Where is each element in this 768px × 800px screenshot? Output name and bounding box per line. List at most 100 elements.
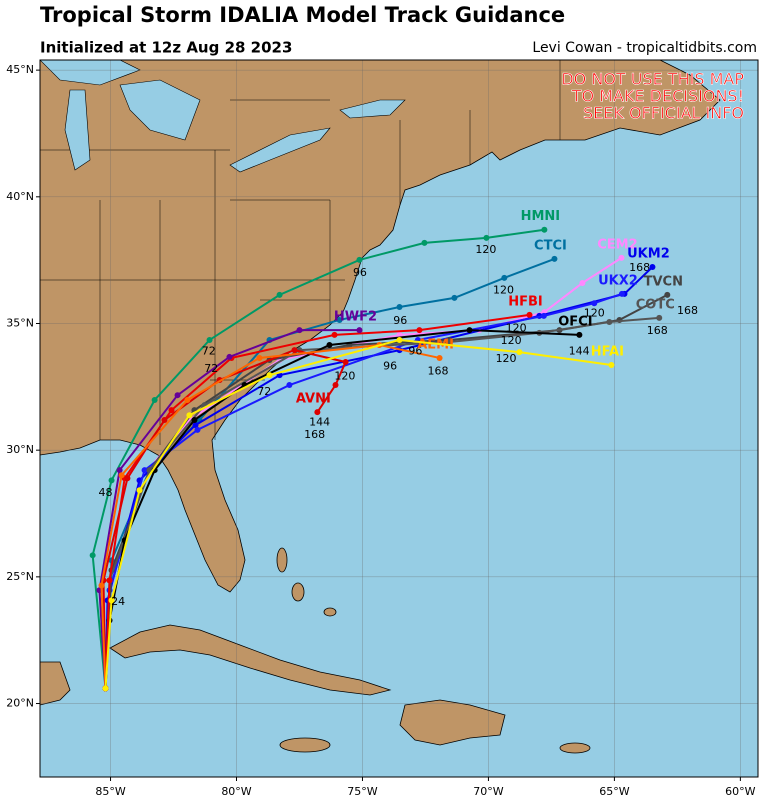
cuba <box>109 624 392 696</box>
track-point <box>89 552 96 559</box>
track-point <box>141 467 148 474</box>
hour-label: 72 <box>204 362 218 375</box>
track-point <box>191 417 198 424</box>
track-point <box>656 314 663 321</box>
track-point <box>451 294 458 301</box>
model-label: AEMI <box>417 337 454 352</box>
track-point <box>168 407 175 414</box>
warning-line: TO MAKE DECISIONS! <box>571 87 744 106</box>
title: Tropical Storm IDALIA Model Track Guidan… <box>40 3 565 27</box>
hour-label: 144 <box>309 415 330 428</box>
track-point <box>286 382 293 389</box>
model-label: CEM2 <box>597 237 637 252</box>
yucatan <box>40 661 71 706</box>
warning-line: DO NOT USE THIS MAP <box>561 70 744 89</box>
track-line <box>91 228 545 689</box>
track-point <box>331 331 338 338</box>
model-label: UKX2 <box>598 273 638 288</box>
hour-label: 168 <box>304 428 325 441</box>
hour-label: 48 <box>99 486 113 499</box>
track-point <box>516 349 523 356</box>
subtitle: Initialized at 12z Aug 28 2023 <box>40 39 292 57</box>
track-point <box>256 354 263 361</box>
y-tick-label: 20°N <box>6 697 34 710</box>
track-point <box>608 362 615 369</box>
track-point <box>314 409 321 416</box>
hour-label: 96 <box>393 314 407 327</box>
track-point <box>579 279 586 286</box>
model-label: TVCN <box>644 274 683 289</box>
x-tick-label: 60°W <box>725 785 755 798</box>
x-tick-label: 70°W <box>473 785 503 798</box>
track-point <box>466 327 473 334</box>
model-label: CTCI <box>534 238 567 253</box>
track-point <box>396 336 403 343</box>
lake-erie <box>229 127 331 173</box>
y-tick-label: 40°N <box>6 190 34 203</box>
track-point <box>336 316 343 323</box>
track-point <box>416 327 423 334</box>
track-point <box>591 300 598 307</box>
grid <box>40 60 758 777</box>
hour-label: 120 <box>506 322 527 335</box>
track-point <box>606 318 613 325</box>
model-label: UKM2 <box>627 246 670 261</box>
model-label: AVNI <box>296 392 331 407</box>
y-tick-label: 35°N <box>6 316 34 329</box>
bahamas <box>323 607 337 617</box>
x-tick-label: 85°W <box>95 785 125 798</box>
north-america <box>40 60 721 593</box>
hour-label: 168 <box>428 365 449 378</box>
hour-label: 168 <box>629 261 650 274</box>
track-point <box>576 331 583 338</box>
hour-label: 168 <box>677 304 698 317</box>
track-point <box>151 397 158 404</box>
track-point <box>106 577 113 584</box>
track-point <box>446 338 453 345</box>
track-point <box>174 392 181 399</box>
y-tick-label: 45°N <box>6 63 34 76</box>
hour-label: 144 <box>569 344 590 357</box>
track-line <box>104 313 530 689</box>
track-point <box>108 477 115 484</box>
track-point <box>136 487 143 494</box>
lake-huron <box>119 79 201 141</box>
credit: Levi Cowan - tropicaltidbits.com <box>532 40 757 56</box>
track-point <box>396 304 403 311</box>
track-point <box>124 475 131 482</box>
track-point <box>551 255 558 262</box>
tracks: 48 72 96 120 HMNI 96 120 CTCI 168 CEM2 72 96 UKM2 120… <box>89 209 698 692</box>
track-point <box>483 234 490 241</box>
x-tick-label: 65°W <box>599 785 629 798</box>
bahamas <box>276 547 288 573</box>
x-tick-label: 75°W <box>347 785 377 798</box>
hour-label: 120 <box>475 243 496 256</box>
puerto-rico <box>559 742 591 754</box>
frame <box>39 59 759 778</box>
track-point <box>194 426 201 433</box>
model-label: HFAI <box>591 345 624 360</box>
track-point <box>276 291 283 298</box>
track-point <box>186 412 193 419</box>
lake-superior <box>40 60 141 86</box>
model-label: HFBI <box>508 294 543 309</box>
track-point <box>108 597 115 604</box>
track-line <box>104 338 612 689</box>
track-point <box>102 685 109 692</box>
hour-label: 96 <box>408 344 422 357</box>
track-point <box>98 582 105 589</box>
lake-michigan <box>64 89 91 171</box>
jamaica <box>279 737 331 753</box>
hour-label: 72 <box>202 344 216 357</box>
track-point <box>118 472 125 479</box>
model-label: OFCI <box>558 314 592 329</box>
hour-label: 120 <box>584 306 605 319</box>
track-point <box>436 354 443 361</box>
track-point <box>326 342 333 349</box>
hour-label: 96 <box>353 266 367 279</box>
hour-label: 24 <box>111 595 125 608</box>
y-tick-label: 30°N <box>6 443 34 456</box>
track-point <box>421 239 428 246</box>
track-point <box>266 372 273 379</box>
